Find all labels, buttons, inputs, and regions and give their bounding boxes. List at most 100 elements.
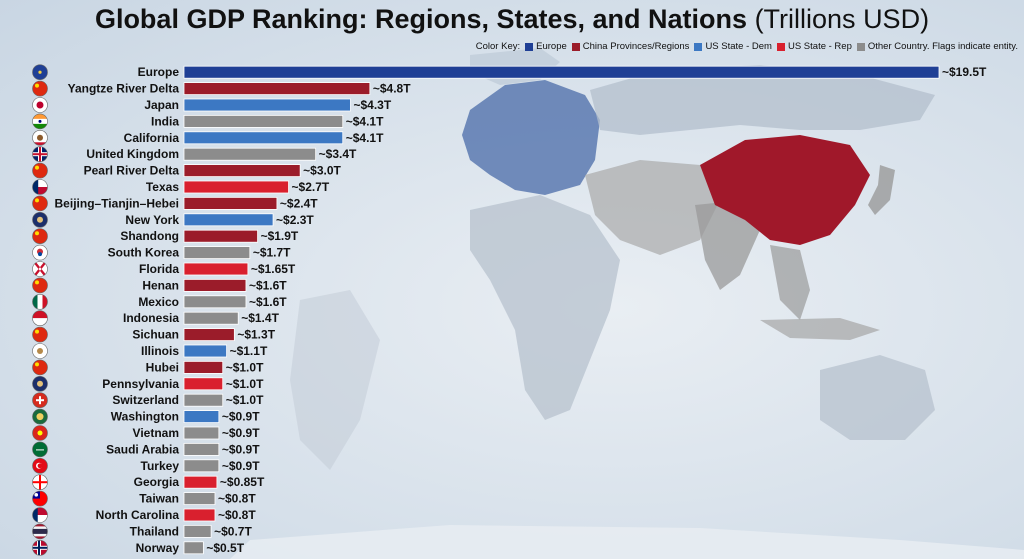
flag-outline xyxy=(32,130,48,146)
legend-label: Color Key: xyxy=(475,41,521,52)
legend-swatch-other xyxy=(856,42,865,51)
bar xyxy=(183,344,227,358)
flag-outline xyxy=(32,80,48,97)
category-label: South Korea xyxy=(108,246,180,260)
category-label: Thailand xyxy=(130,524,179,538)
indonesia-flag-icon xyxy=(32,310,48,326)
india-flag-icon xyxy=(32,113,48,129)
legend-swatch-china xyxy=(571,42,580,51)
north-carolina-flag-icon xyxy=(32,507,48,523)
bar xyxy=(183,131,344,145)
legend-item-label: US State - Dem xyxy=(705,41,772,52)
map-japan xyxy=(868,165,895,215)
flag-outline xyxy=(32,425,48,441)
data-label: ~$2.7T xyxy=(292,180,330,194)
china-flag-icon xyxy=(32,163,48,179)
bar xyxy=(183,393,224,407)
category-label: New York xyxy=(125,213,179,227)
bar-row: Sichuan ~$1.3T xyxy=(32,326,276,343)
bar-row: Yangtze River Delta ~$4.8T xyxy=(32,80,411,97)
bar xyxy=(183,360,224,374)
category-label: Sichuan xyxy=(132,328,179,342)
china-flag-icon xyxy=(32,81,48,97)
flag-outline xyxy=(32,310,48,327)
flag-part xyxy=(35,83,39,88)
category-label: Taiwan xyxy=(139,492,179,506)
flag-outline xyxy=(32,523,48,540)
data-label: ~$4.1T xyxy=(346,114,384,128)
data-label: ~$2.4T xyxy=(280,196,318,210)
new-york-flag-icon xyxy=(32,212,48,228)
norway-flag-icon xyxy=(32,540,48,556)
data-label: ~$1.4T xyxy=(241,311,279,325)
china-flag-icon xyxy=(32,359,48,375)
data-label: ~$3.0T xyxy=(303,164,341,178)
legend-swatch-europe xyxy=(525,42,534,51)
bar-row: Europe ~$19.5T xyxy=(32,64,987,80)
south-korea-flag-icon xyxy=(32,245,48,261)
california-flag-icon xyxy=(32,130,48,146)
map-australia xyxy=(820,355,935,440)
flag-outline xyxy=(32,162,48,179)
eu-flag-icon xyxy=(32,64,48,80)
map-se-asia xyxy=(770,245,810,320)
data-label: ~$0.5T xyxy=(206,541,244,555)
data-label: ~$0.9T xyxy=(222,426,260,440)
chart-title: Global GDP Ranking: Regions, States, and… xyxy=(0,4,1024,35)
category-label: Henan xyxy=(142,278,179,292)
bar-row: Japan ~$4.3T xyxy=(32,97,392,113)
taiwan-flag-icon xyxy=(32,491,48,507)
flag-part xyxy=(35,329,39,334)
flag-outline xyxy=(32,539,48,556)
category-label: Beijing–Tianjin–Hebei xyxy=(55,196,179,210)
flag-outline xyxy=(32,293,48,310)
bar-row: Texas ~$2.7T xyxy=(32,179,330,195)
flag-outline xyxy=(32,375,48,392)
map-indonesia xyxy=(760,318,880,340)
flag-part xyxy=(37,216,43,223)
pennsylvania-flag-icon xyxy=(32,376,48,392)
bar xyxy=(183,311,239,325)
data-label: ~$0.9T xyxy=(222,459,260,473)
bar-row: North Carolina ~$0.8T xyxy=(32,507,256,523)
data-label: ~$2.3T xyxy=(276,213,314,227)
legend-item-label: Other Country. Flags indicate entity. xyxy=(867,41,1018,52)
legend-item-other: Other Country. Flags indicate entity. xyxy=(856,41,1018,52)
legend-item-europe: Europe xyxy=(525,41,567,52)
flag-part xyxy=(32,507,48,515)
flag-part xyxy=(32,546,48,549)
bar-row: Vietnam ~$0.9T xyxy=(32,425,260,441)
category-label: Switzerland xyxy=(112,393,179,407)
data-label: ~$1.65T xyxy=(251,262,296,276)
bar-row: Hubei ~$1.0T xyxy=(32,359,264,376)
legend-item-us-rep: US State - Rep xyxy=(776,41,852,52)
bar-row: India ~$4.1T xyxy=(32,113,384,130)
flag-outline xyxy=(32,244,48,261)
legend: Color Key: Europe China Provinces/Region… xyxy=(476,41,1018,52)
legend-item-label: Europe xyxy=(536,41,567,52)
switzerland-flag-icon xyxy=(32,392,48,408)
flag-outline xyxy=(32,97,48,113)
flag-part xyxy=(42,294,48,310)
flag-part xyxy=(35,362,39,367)
flag-part xyxy=(35,231,39,236)
legend-item-label: China Provinces/Regions xyxy=(582,41,690,52)
legend-item-label: US State - Rep xyxy=(787,41,852,52)
flag-outline xyxy=(32,490,48,507)
data-label: ~$0.8T xyxy=(218,492,256,506)
category-label: Japan xyxy=(144,98,179,112)
uk-flag-icon xyxy=(32,146,48,162)
category-label: Illinois xyxy=(141,344,179,358)
category-label: Turkey xyxy=(141,459,180,473)
bar xyxy=(183,213,274,227)
japan-flag-icon xyxy=(32,97,48,113)
category-label: Norway xyxy=(136,541,180,555)
flag-outline xyxy=(32,457,48,474)
flag-outline xyxy=(32,261,48,277)
category-label: Vietnam xyxy=(133,426,179,440)
florida-flag-icon xyxy=(32,261,48,277)
bar-row: Switzerland ~$1.0T xyxy=(32,392,264,409)
bar xyxy=(183,426,220,440)
